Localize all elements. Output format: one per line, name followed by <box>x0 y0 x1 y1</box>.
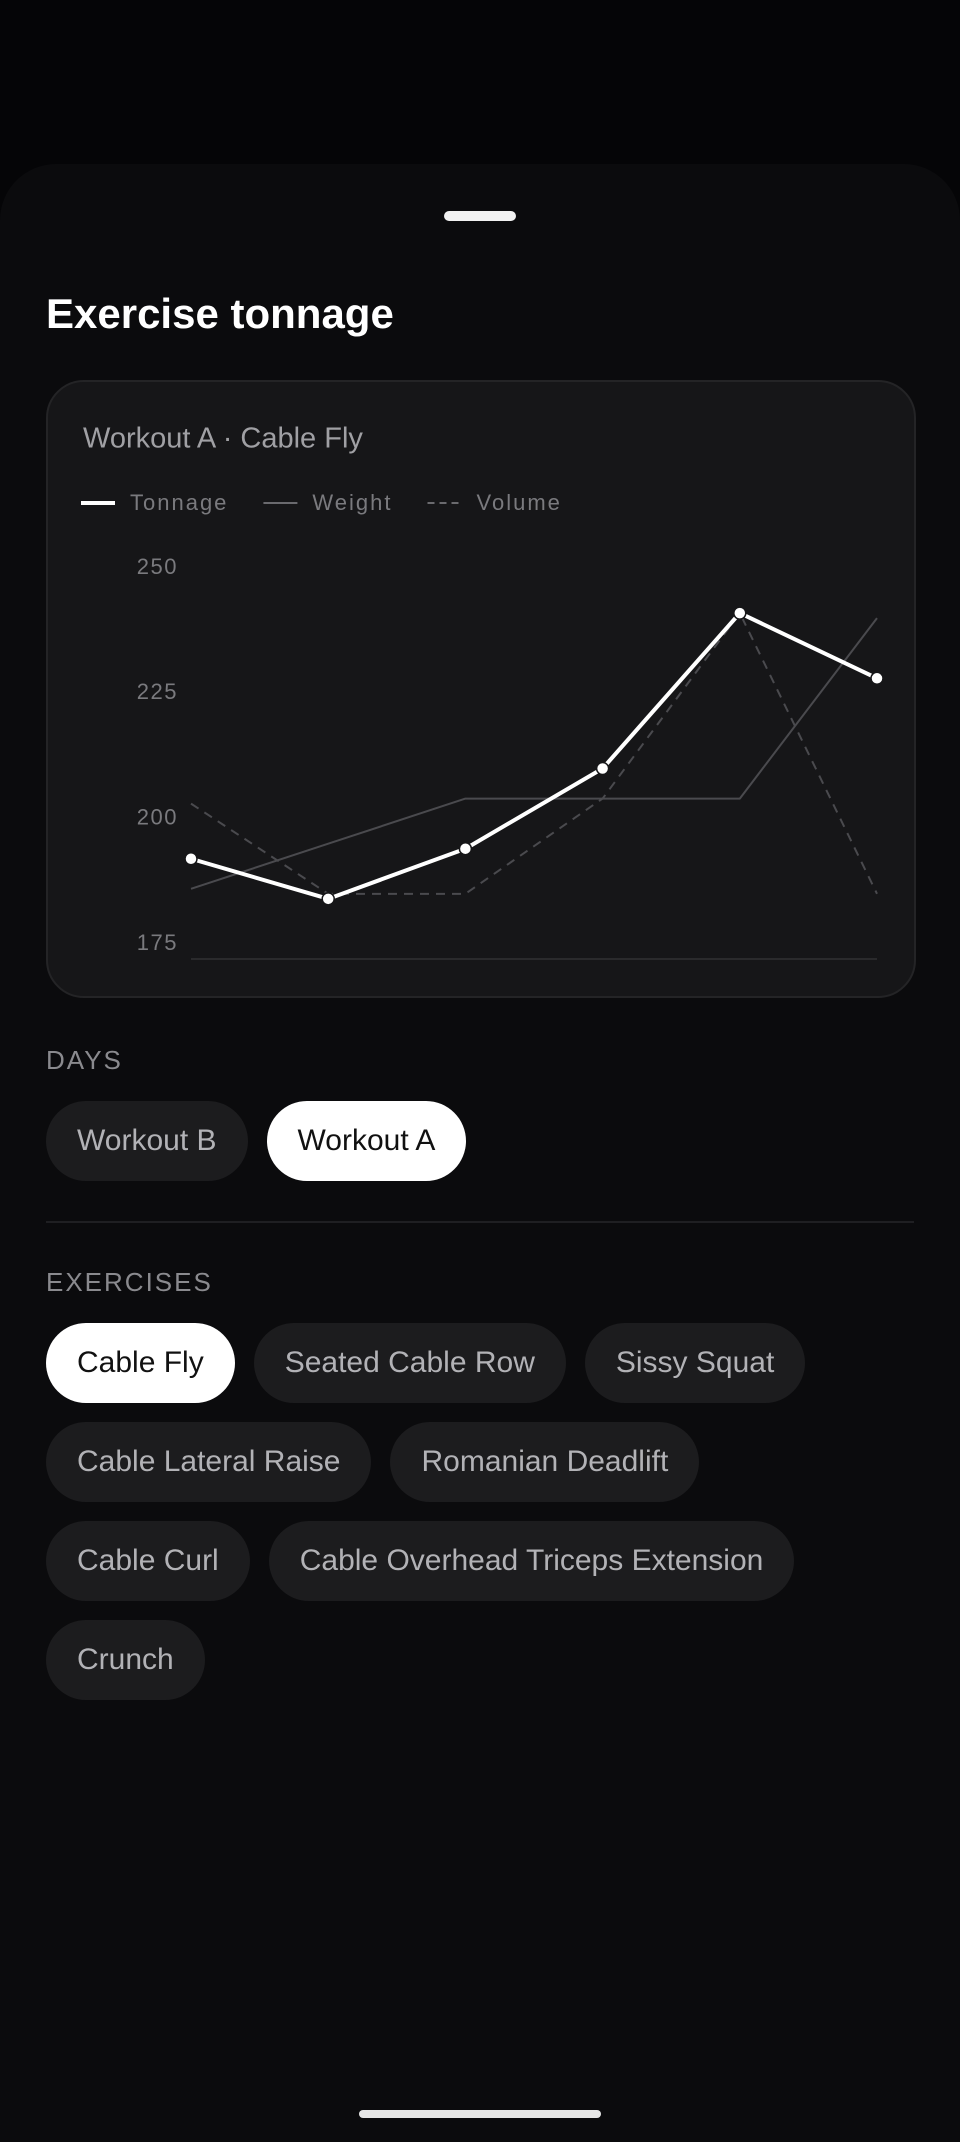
day-chips: Workout B Workout A <box>46 1101 914 1181</box>
chart-title: Workout A · Cable Fly <box>83 423 363 455</box>
data-point <box>184 851 198 866</box>
legend-label: Tonnage <box>130 490 228 515</box>
series-line <box>190 612 878 895</box>
data-point <box>458 841 473 856</box>
series-line <box>190 617 878 890</box>
data-point <box>733 606 747 620</box>
data-point <box>595 761 610 776</box>
day-chip[interactable]: Workout B <box>46 1101 248 1181</box>
exercise-chip[interactable]: Cable Lateral Raise <box>46 1422 372 1502</box>
exercise-chips: Cable Fly Seated Cable Row Sissy Squat Cabl… <box>46 1323 914 1700</box>
sheet-handle[interactable] <box>444 211 516 221</box>
y-tick-label: 175 <box>137 930 178 955</box>
home-indicator <box>359 2110 601 2118</box>
exercise-chip[interactable]: Romanian Deadlift <box>390 1422 700 1502</box>
y-tick-label: 225 <box>137 679 178 704</box>
exercise-chip[interactable]: Cable Overhead Triceps Extension <box>268 1521 795 1601</box>
data-point <box>321 892 335 906</box>
exercise-chip[interactable]: Cable Fly <box>46 1323 235 1403</box>
day-chip[interactable]: Workout A <box>266 1101 467 1181</box>
exercise-chip[interactable]: Cable Curl <box>46 1521 250 1601</box>
series-line <box>190 611 878 901</box>
legend-label: Volume <box>477 490 562 515</box>
days-label: DAYS <box>46 1045 123 1075</box>
exercise-chip[interactable]: Crunch <box>46 1620 205 1700</box>
divider <box>46 1221 914 1223</box>
y-tick-label: 200 <box>137 804 178 829</box>
exercises-label: EXERCISES <box>46 1267 213 1297</box>
exercise-chip[interactable]: Seated Cable Row <box>253 1323 566 1403</box>
y-tick-label: 250 <box>137 554 178 579</box>
chart-card <box>46 380 916 998</box>
exercise-chip[interactable]: Sissy Squat <box>584 1323 806 1403</box>
legend-label: Weight <box>312 490 392 515</box>
chart: Workout A · Cable Fly 175 200 225 250 Tonnag… <box>81 423 884 960</box>
sheet-title: Exercise tonnage <box>46 290 394 337</box>
data-point <box>870 671 884 686</box>
